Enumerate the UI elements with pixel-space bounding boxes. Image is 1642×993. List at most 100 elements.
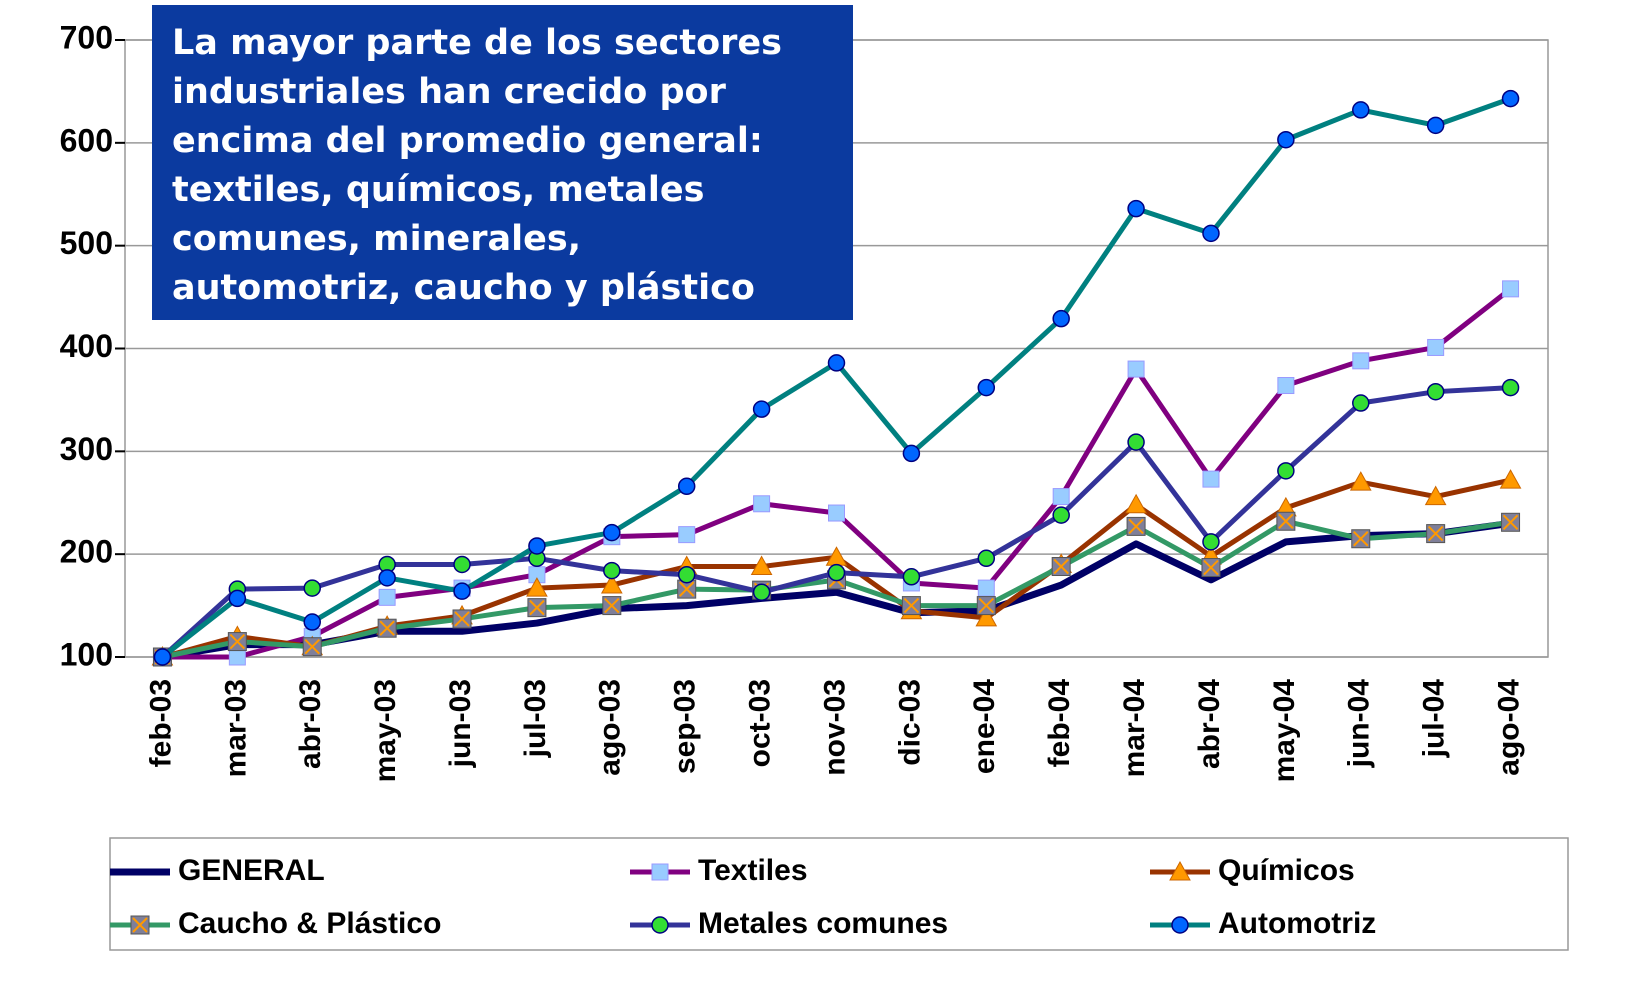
data-point-cross [679, 581, 695, 597]
data-point [1127, 433, 1145, 451]
series-line [160, 385, 1511, 659]
data-point [1277, 462, 1295, 480]
data-point-cross [379, 620, 395, 636]
x-tick-label: ene-04 [968, 679, 1001, 774]
legend-label: GENERAL [178, 854, 325, 887]
y-tick-label: 600 [60, 122, 113, 158]
legend-box [109, 837, 1569, 951]
data-point [1127, 360, 1145, 378]
data-point [1499, 469, 1522, 489]
data-point [228, 589, 247, 608]
x-tick-label: feb-03 [144, 679, 177, 767]
data-point [303, 579, 321, 597]
data-point [827, 563, 846, 582]
data-point [677, 565, 696, 584]
annotation-text: encima del promedio general: [172, 121, 763, 161]
data-point [603, 561, 621, 580]
data-point-cross [1502, 514, 1519, 530]
annotation-text: automotriz, caucho y plástico [172, 268, 755, 308]
y-tick-label: 200 [60, 534, 113, 570]
series-line [162, 286, 1513, 660]
data-point [1277, 130, 1295, 149]
data-point [1352, 394, 1370, 412]
data-point [1352, 352, 1370, 370]
data-point [452, 609, 472, 629]
data-point [603, 523, 621, 542]
x-tick-label: jun-04 [1343, 679, 1376, 769]
x-tick-label: ago-04 [1492, 679, 1525, 776]
x-tick-label: may-03 [369, 679, 402, 782]
x-tick-label: oct-03 [744, 679, 777, 767]
data-point-cross [529, 599, 545, 616]
legend-marker-cross [132, 917, 148, 933]
data-point [1202, 470, 1220, 488]
legend-marker [651, 916, 669, 934]
x-tick-label: mar-03 [219, 679, 252, 777]
annotation-text: La mayor parte de los sectores [172, 23, 782, 63]
data-point [378, 569, 396, 587]
data-point [527, 598, 547, 618]
data-point [827, 354, 846, 372]
data-point [1127, 199, 1145, 218]
data-point [528, 537, 546, 555]
data-point-cross [1427, 525, 1444, 542]
x-tick-label: abr-03 [294, 679, 327, 769]
annotation-text: comunes, minerales, [172, 219, 581, 259]
data-point-cross [304, 639, 320, 655]
data-point [678, 526, 696, 544]
data-point [377, 618, 397, 638]
data-point [752, 583, 771, 601]
x-tick-label: may-04 [1268, 679, 1301, 783]
legend-label: Metales comunes [698, 907, 948, 940]
data-point [752, 400, 771, 418]
data-point-cross [903, 597, 920, 614]
data-point [1426, 524, 1446, 544]
x-tick-label: feb-04 [1043, 679, 1076, 768]
legend-label: Químicos [1218, 854, 1355, 887]
annotation-text: textiles, químicos, metales [172, 170, 705, 210]
data-point [302, 637, 322, 657]
data-point [453, 582, 471, 600]
x-tick-label: mar-04 [1118, 679, 1151, 778]
x-tick-label: dic-03 [893, 679, 926, 766]
data-point [753, 495, 771, 513]
y-tick-label: 700 [60, 19, 113, 55]
data-point [677, 477, 696, 496]
data-point [1277, 377, 1295, 395]
data-point-cross [604, 597, 620, 614]
y-tick-label: 300 [60, 431, 113, 467]
data-point-cross [1278, 513, 1294, 529]
data-point [902, 568, 921, 586]
data-point [153, 648, 172, 666]
legend-marker [651, 863, 669, 881]
x-tick-label: abr-04 [1193, 679, 1226, 769]
data-point [1502, 280, 1520, 298]
data-point [975, 606, 998, 627]
data-point [977, 579, 995, 597]
data-point [1424, 485, 1447, 506]
data-point-cross [1128, 518, 1144, 535]
data-point-cross [454, 611, 470, 627]
data-point [1276, 511, 1296, 531]
data-point [1052, 309, 1070, 328]
data-point [526, 577, 548, 597]
data-point-cross [978, 597, 994, 614]
x-tick-label: jun-03 [444, 679, 477, 768]
legend-label: Automotriz [1218, 907, 1376, 940]
data-point-cross [229, 633, 246, 650]
data-point [1052, 506, 1070, 524]
data-point-cross [1053, 558, 1069, 575]
data-point [1426, 382, 1445, 401]
data-point [677, 579, 697, 599]
legend-marker [1171, 916, 1189, 934]
data-point [1426, 116, 1445, 135]
annotation-box [152, 5, 853, 320]
data-point [228, 648, 246, 666]
data-point [1201, 558, 1221, 578]
data-point-cross [1203, 559, 1219, 576]
y-tick-label: 100 [60, 636, 113, 672]
data-point [1501, 89, 1520, 108]
x-tick-label: jul-03 [519, 679, 552, 758]
data-point [378, 588, 396, 606]
